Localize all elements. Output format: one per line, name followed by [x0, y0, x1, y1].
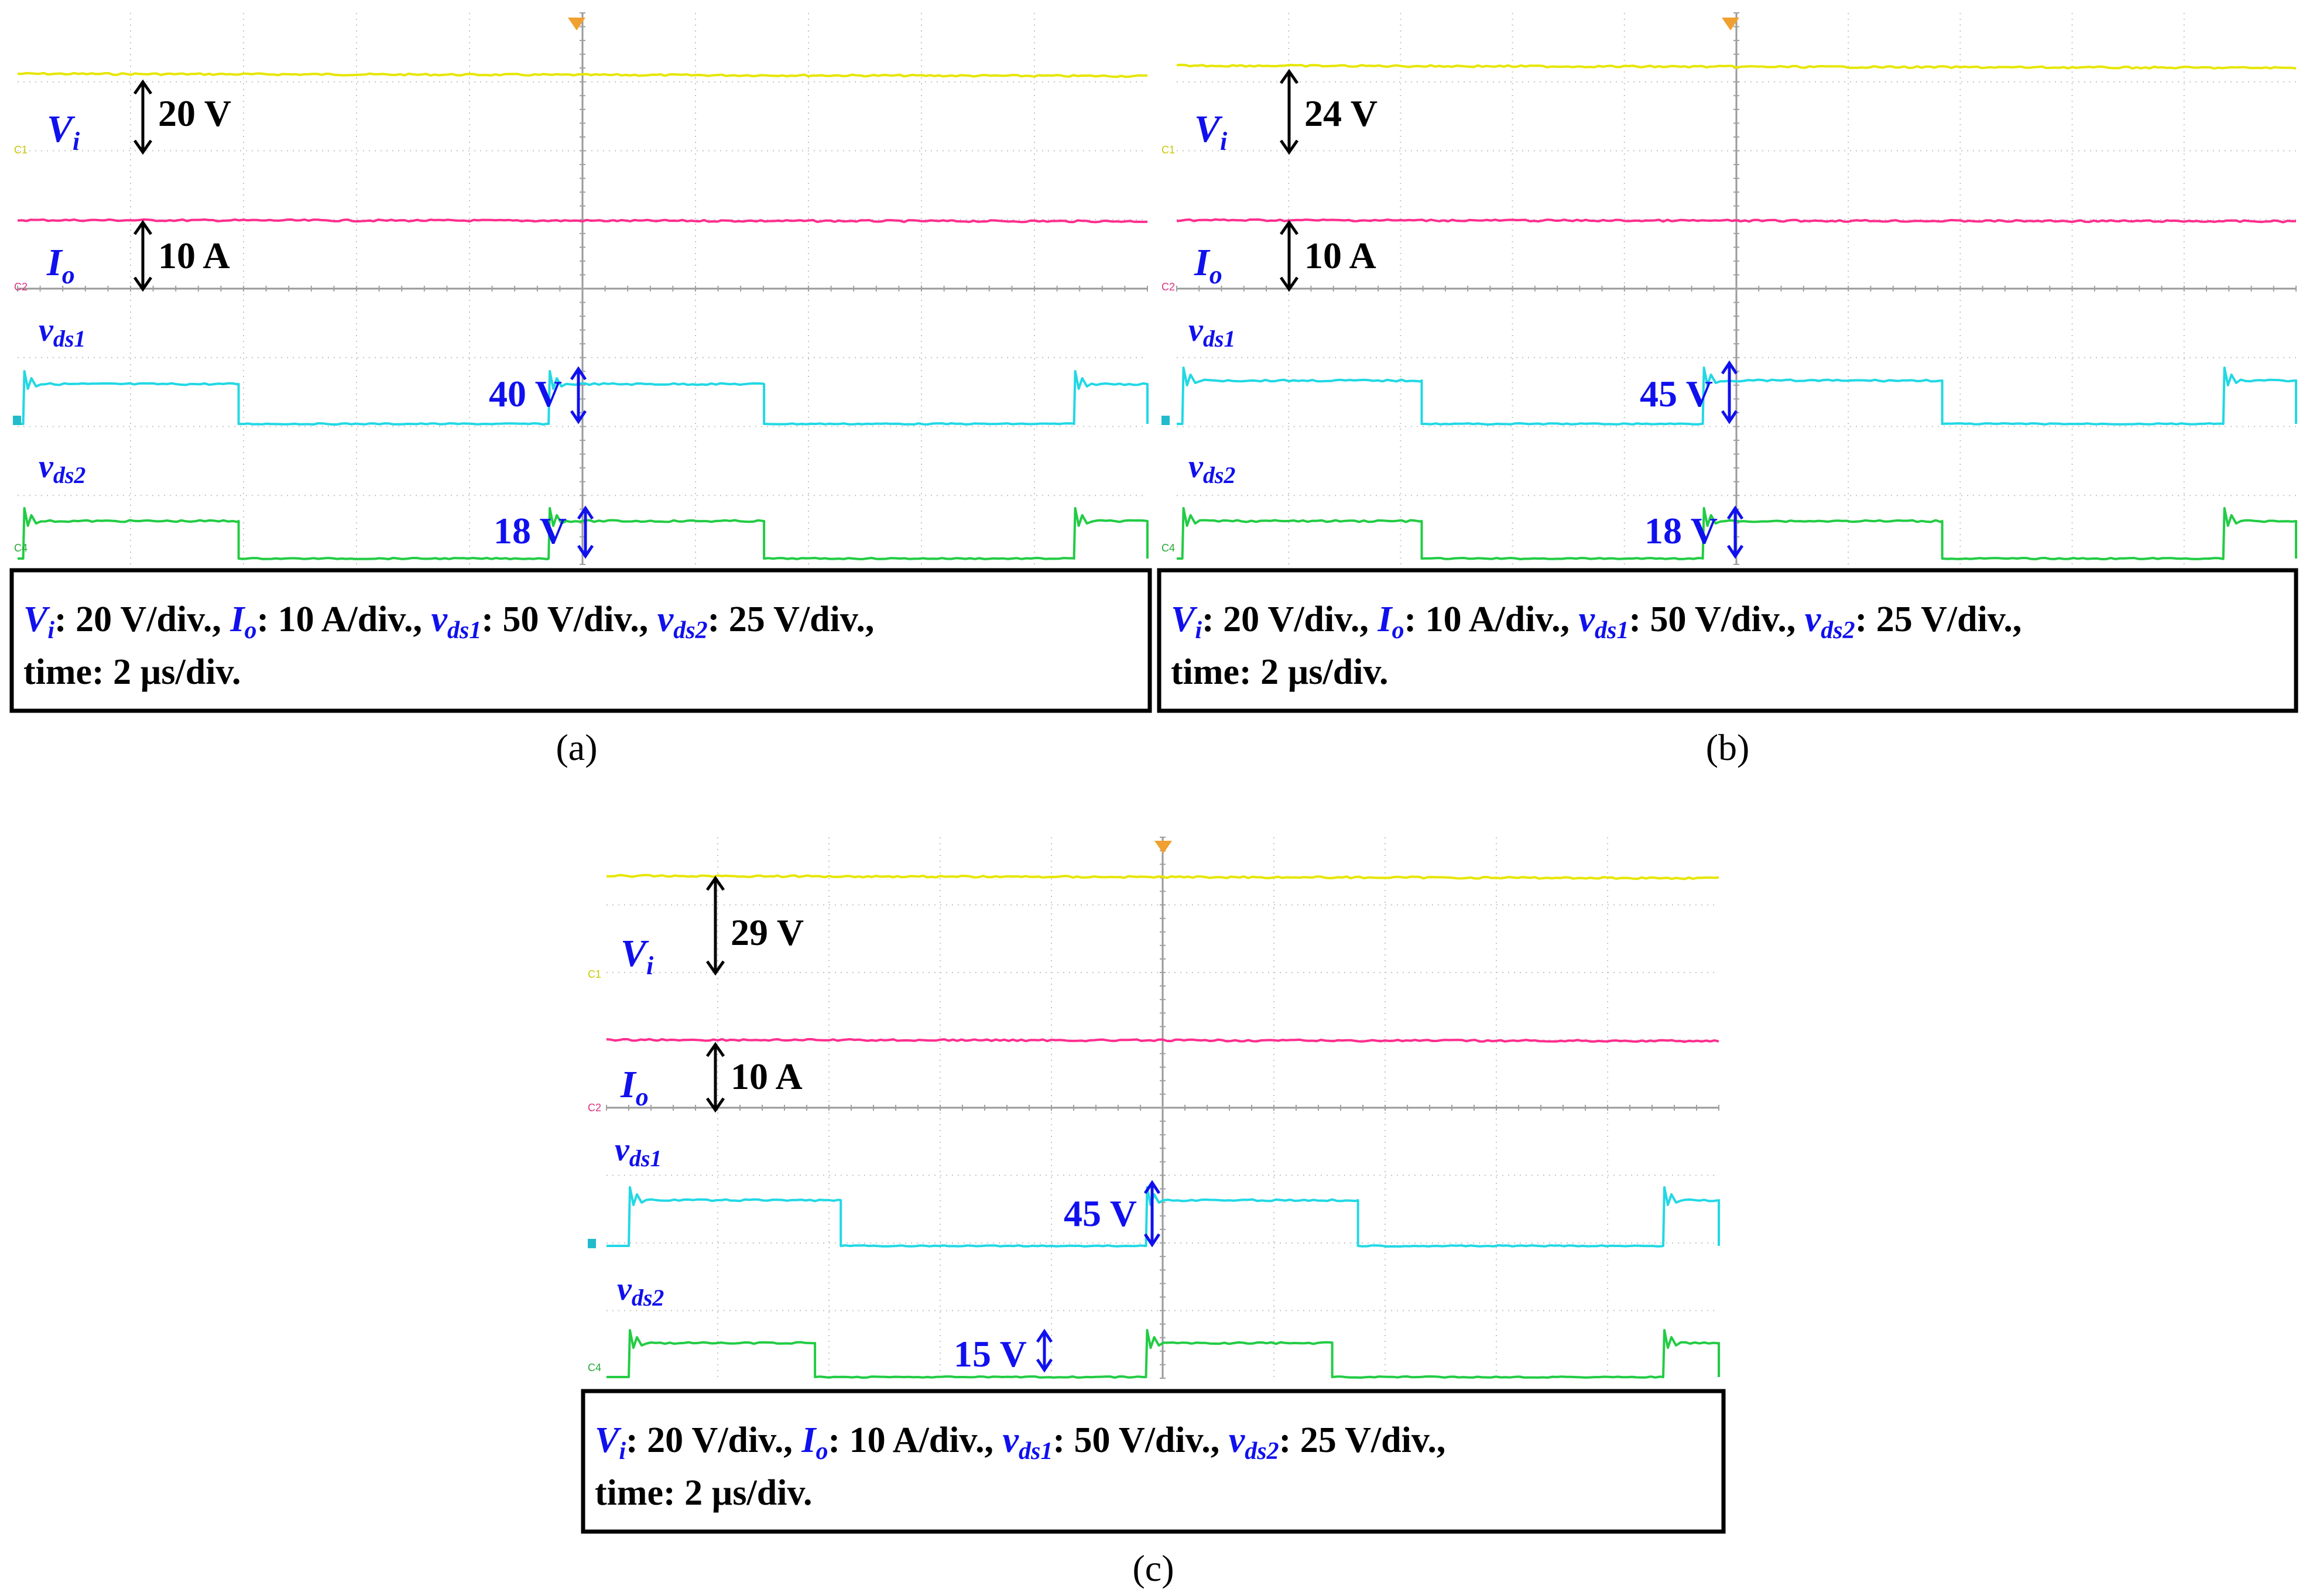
vds1-swing-arrow-c: [1143, 1180, 1161, 1248]
vds1-swing-arrow-b: [1721, 360, 1738, 424]
panel-c: C1 C2 C4 Vi Io vds1 vds2 29 V 10 A 45 V: [581, 837, 1726, 1589]
panel-a: C1 C2 C4 Vi Io vds1 vds2 20 V 10 A 40 V: [9, 12, 1152, 768]
channel-tag-c2-b: C2: [1161, 281, 1175, 293]
channel-tag-c2-a: C2: [14, 281, 28, 293]
traces-c: [606, 874, 1720, 1379]
legend-box-c: [581, 1389, 1726, 1534]
grid-b: [1176, 12, 2297, 565]
io-swing-arrow-a: [133, 220, 153, 292]
caption-c: (c): [1132, 1547, 1174, 1589]
label-io-b: Io: [1194, 241, 1222, 289]
caption-b: (b): [1706, 727, 1750, 768]
vi-swing-arrow-b: [1279, 69, 1299, 155]
io-swing-label-a: 10 A: [158, 235, 230, 276]
io-trace: [606, 1037, 1719, 1043]
legend-line2-b: time: 2 µs/div.: [1171, 652, 1389, 692]
io-swing-arrow-b: [1279, 220, 1299, 292]
grid-a: [17, 12, 1148, 565]
vds2-trace: [1177, 507, 2297, 560]
vi-trace: [1176, 63, 2297, 70]
vi-swing-label-b: 24 V: [1304, 93, 1378, 134]
legend-line2-a: time: 2 µs/div.: [23, 652, 241, 692]
channel-tag-c4-b: C4: [1161, 542, 1175, 554]
vds1-trace: [607, 1186, 1720, 1248]
ch3-marker-a: [13, 416, 21, 425]
vi-trace: [607, 874, 1719, 881]
ch3-marker-c: [588, 1239, 596, 1248]
io-trace: [17, 218, 1148, 224]
ch3-marker-b: [1161, 416, 1170, 425]
vds2-swing-label-a: 18 V: [494, 510, 567, 552]
legend-line2-c: time: 2 µs/div.: [595, 1473, 813, 1513]
channel-tag-c1-b: C1: [1161, 144, 1175, 156]
trigger-marker-a: [568, 18, 585, 30]
legend-line1-c: Vi: 20 V/div., Io: 10 A/div., vds1: 50 V…: [595, 1420, 1445, 1465]
io-trace: [1176, 218, 2297, 224]
vds1-swing-label-c: 45 V: [1064, 1193, 1137, 1234]
caption-a: (a): [556, 727, 597, 768]
vds2-swing-label-b: 18 V: [1644, 510, 1718, 552]
channel-tag-c2-c: C2: [588, 1102, 601, 1114]
vds2-swing-label-c: 15 V: [954, 1333, 1027, 1375]
trigger-marker-b: [1722, 18, 1739, 30]
vds2-swing-arrow-c: [1036, 1328, 1053, 1373]
vds1-swing-label-a: 40 V: [489, 373, 562, 415]
vds1-trace: [18, 370, 1149, 426]
traces-b: [1176, 63, 2297, 560]
io-swing-label-c: 10 A: [731, 1056, 803, 1097]
panel-b: C1 C2 C4 Vi Io vds1 vds2 24 V 10 A 45 V: [1157, 12, 2298, 768]
vi-swing-arrow-c: [705, 875, 725, 976]
legend-box-b: [1157, 568, 2298, 713]
channel-tag-c1-a: C1: [14, 144, 28, 156]
channel-tag-c4-a: C4: [14, 542, 28, 554]
channel-tag-c1-c: C1: [588, 968, 601, 980]
vi-swing-arrow-a: [133, 79, 153, 155]
vds1-trace: [1177, 367, 2297, 426]
vds2-trace: [18, 507, 1149, 560]
vi-trace: [17, 71, 1148, 78]
vds2-swing-arrow-a: [577, 505, 594, 559]
io-swing-label-b: 10 A: [1304, 235, 1376, 276]
vds2-trace: [607, 1329, 1720, 1379]
vi-swing-label-a: 20 V: [158, 93, 231, 134]
vds2-swing-arrow-b: [1726, 505, 1744, 559]
vds1-swing-label-b: 45 V: [1640, 373, 1713, 415]
trigger-marker-c: [1154, 841, 1172, 854]
legend-box-a: [9, 568, 1152, 713]
channel-tag-c4-c: C4: [588, 1362, 601, 1374]
io-swing-arrow-c: [705, 1042, 725, 1113]
vds1-swing-arrow-a: [570, 366, 587, 424]
traces-a: [17, 71, 1149, 560]
vi-swing-label-c: 29 V: [731, 912, 804, 953]
grid-c: [606, 837, 1719, 1379]
